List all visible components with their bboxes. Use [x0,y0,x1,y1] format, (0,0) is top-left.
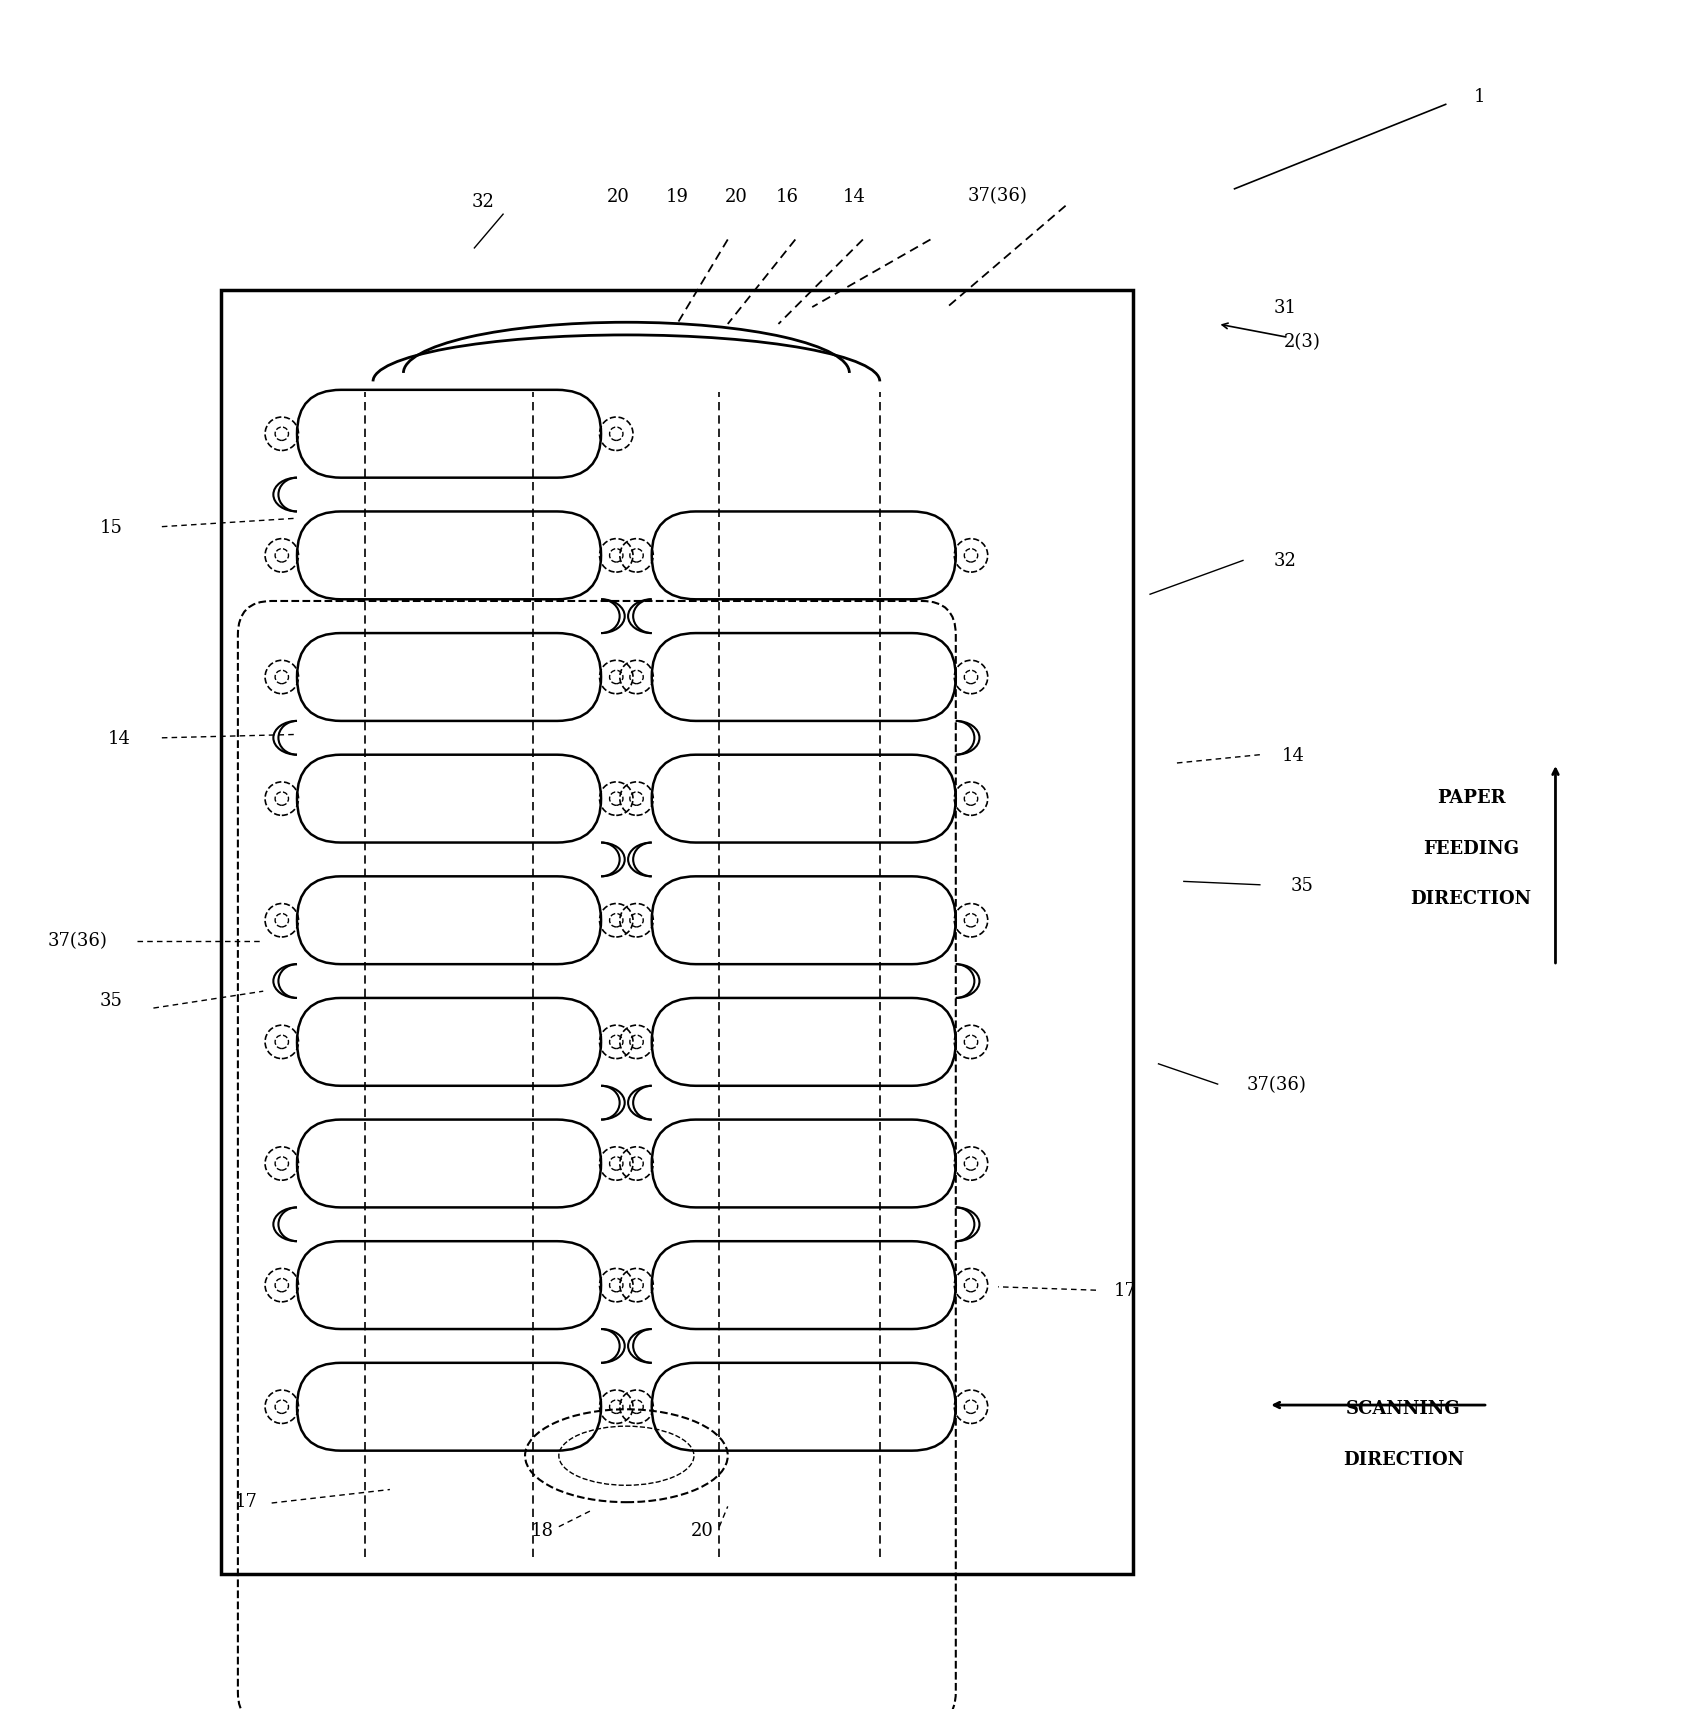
FancyBboxPatch shape [298,391,601,479]
Text: 1: 1 [1474,88,1486,106]
FancyBboxPatch shape [298,877,601,965]
Text: 35: 35 [100,991,122,1009]
Text: 14: 14 [843,187,866,206]
FancyBboxPatch shape [298,512,601,600]
Text: SCANNING: SCANNING [1347,1400,1460,1417]
Text: 14: 14 [108,730,130,747]
FancyBboxPatch shape [651,998,956,1086]
FancyBboxPatch shape [651,512,956,600]
Text: 20: 20 [724,187,748,206]
FancyBboxPatch shape [298,1242,601,1329]
Text: FEEDING: FEEDING [1423,839,1519,856]
Text: 19: 19 [665,187,689,206]
FancyBboxPatch shape [298,998,601,1086]
Text: 2(3): 2(3) [1284,332,1320,351]
Text: 37(36): 37(36) [47,932,107,950]
FancyBboxPatch shape [298,633,601,721]
Text: 16: 16 [775,187,799,206]
FancyBboxPatch shape [298,756,601,843]
FancyBboxPatch shape [651,1242,956,1329]
FancyBboxPatch shape [651,1363,956,1451]
Text: 20: 20 [606,187,629,206]
Text: 17: 17 [235,1493,257,1510]
Text: 37(36): 37(36) [968,187,1029,206]
Text: 20: 20 [690,1521,714,1540]
FancyBboxPatch shape [651,1119,956,1208]
Text: 15: 15 [100,519,122,536]
Text: 14: 14 [1283,746,1305,765]
FancyBboxPatch shape [651,877,956,965]
FancyBboxPatch shape [298,1363,601,1451]
Text: 35: 35 [1291,877,1313,894]
Text: 37(36): 37(36) [1247,1076,1306,1093]
FancyBboxPatch shape [651,756,956,843]
Text: PAPER: PAPER [1437,789,1506,806]
FancyBboxPatch shape [651,633,956,721]
Text: DIRECTION: DIRECTION [1411,889,1531,908]
Text: 18: 18 [530,1521,553,1540]
FancyBboxPatch shape [298,1119,601,1208]
Bar [222,291,1134,1574]
Text: 31: 31 [1274,299,1296,317]
Text: 17: 17 [1113,1282,1135,1299]
Text: 32: 32 [472,192,494,211]
Text: 32: 32 [1274,552,1296,571]
Text: DIRECTION: DIRECTION [1343,1450,1464,1469]
